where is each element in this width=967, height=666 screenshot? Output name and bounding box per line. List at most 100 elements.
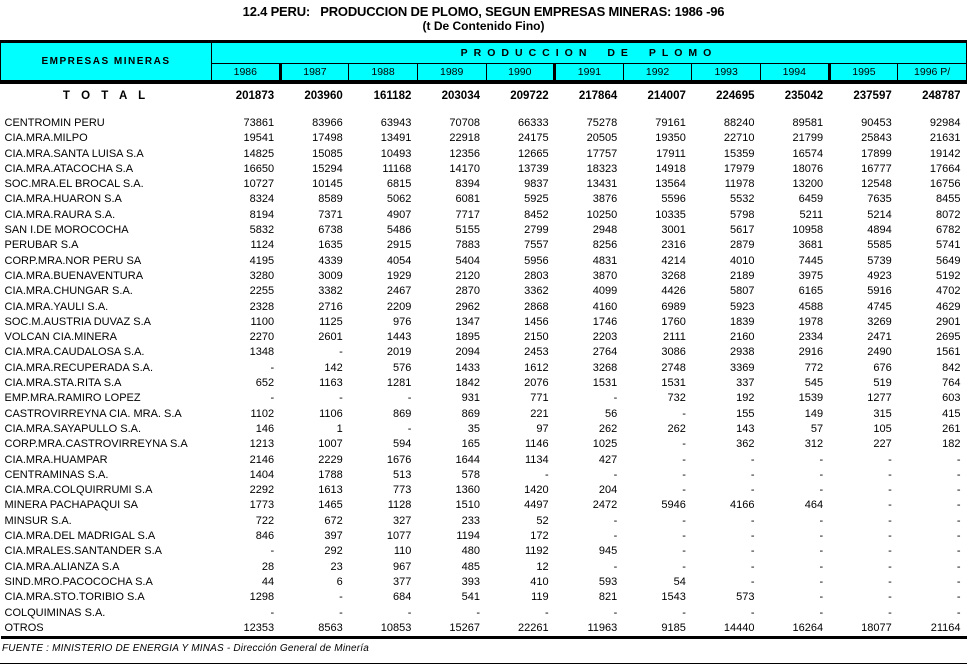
value-cell: 722 [255, 514, 275, 527]
value-cell: 337 [736, 377, 755, 390]
page-subtitle: (t De Contenido Fino) [422, 19, 545, 33]
value-cell: 35 [467, 422, 480, 435]
value-cell: 22261 [518, 621, 549, 634]
value-cell: 4339 [318, 254, 343, 267]
value-cell: 7635 [867, 193, 892, 206]
value-cell: 2962 [455, 300, 480, 313]
value-cell: 2916 [798, 346, 824, 359]
value-cell: 12356 [449, 147, 480, 160]
value-cell: 4054 [386, 254, 412, 267]
value-cell: 1788 [318, 468, 343, 481]
company-name: CIA.MRA.CAUDALOSA S.A. [4, 346, 145, 359]
value-cell: 17899 [861, 147, 892, 160]
value-cell: 73861 [243, 117, 275, 129]
company-name: CIA.MRA.CHUNGAR S.A. [4, 285, 133, 298]
year-header-1994: 1994 [760, 63, 830, 84]
column-header-empresas-mineras: EMPRESAS MINERAS [0, 41, 212, 84]
company-name: T O T A L [62, 90, 150, 102]
table-row: VOLCAN CIA.MINERA 2270 2601 1443 1895 2150 220… [1, 330, 967, 345]
value-cell: 16264 [792, 621, 824, 634]
value-cell: 5956 [524, 254, 549, 267]
value-cell: 16777 [861, 162, 892, 175]
value-cell: 261 [942, 422, 961, 435]
value-cell: 480 [461, 545, 480, 558]
value-cell: - [613, 392, 618, 405]
company-name: CIA.MRA.SAYAPULLO S.A. [4, 422, 142, 435]
value-cell: - [819, 468, 824, 481]
value-cell: - [750, 484, 755, 497]
value-cell: 2716 [318, 300, 343, 313]
value-cell: 2764 [592, 346, 618, 359]
value-cell: 2948 [592, 224, 618, 237]
company-name: EMP.MRA.RAMIRO LOPEZ [4, 392, 141, 405]
value-cell: 119 [531, 591, 549, 604]
company-name: COLQUIMINAS S.A. [4, 606, 106, 619]
value-cell: 79161 [655, 117, 686, 129]
value-cell: 8452 [524, 208, 549, 221]
value-cell: 1277 [867, 392, 892, 405]
value-cell: - [544, 606, 549, 619]
value-cell: 5532 [730, 193, 755, 206]
company-name: CASTROVIRREYNA CIA. MRA. S.A [4, 407, 182, 420]
table-row: CIA.MRA.CAUDALOSA S.A. 1348 - 2019 2094 2453 2… [1, 345, 967, 360]
value-cell: - [956, 530, 961, 543]
value-cell: - [956, 468, 961, 481]
value-cell: 89581 [792, 117, 824, 129]
value-cell: - [888, 453, 892, 466]
value-cell: 2146 [249, 453, 275, 466]
value-cell: 2255 [249, 285, 275, 298]
value-cell: 6782 [936, 224, 961, 237]
value-cell: 4831 [592, 254, 618, 267]
value-cell: 2328 [249, 300, 275, 313]
table-row: CENTRAMINAS S.A. 1404 1788 513 578 - - - - - - - [1, 468, 967, 483]
value-cell: 2150 [524, 331, 549, 344]
year-header-1995: 1995 [827, 63, 899, 84]
value-cell: - [407, 606, 412, 619]
value-cell: - [750, 514, 755, 527]
value-cell: 5214 [867, 208, 892, 221]
value-cell: 21799 [792, 132, 824, 145]
value-cell: - [407, 422, 412, 435]
value-cell: - [750, 545, 755, 558]
value-cell: - [613, 560, 618, 573]
group-header-row: EMPRESAS MINERAS PRODUCCION DE PLOMO [0, 41, 967, 84]
value-cell: 315 [873, 407, 892, 420]
year-header-1993: 1993 [691, 63, 761, 84]
value-cell: - [956, 545, 961, 558]
value-cell: 1 [336, 422, 343, 435]
value-cell: 5807 [730, 285, 755, 298]
value-cell: 4702 [936, 285, 961, 298]
value-cell: - [544, 468, 549, 481]
value-cell: 6081 [455, 193, 480, 206]
value-cell: 5916 [867, 285, 892, 298]
value-cell: 3681 [798, 239, 824, 252]
value-cell: 5155 [455, 224, 480, 237]
value-cell: 2471 [867, 331, 892, 344]
value-cell: 1539 [798, 392, 824, 405]
value-cell: 5486 [386, 224, 412, 237]
company-name: CIA.MRALES.SANTANDER S.A [4, 545, 163, 558]
value-cell: 4923 [867, 269, 892, 282]
value-cell: 3001 [661, 224, 686, 237]
value-cell: - [750, 453, 755, 466]
value-cell: 13491 [380, 132, 412, 145]
company-name: SOC.M.AUSTRIA DUVAZ S.A [4, 315, 152, 328]
table-row: CIA.MRA.STO.TORIBIO S.A 1298 - 684 541 119 821… [1, 590, 967, 605]
value-cell: 519 [873, 377, 892, 390]
value-cell: 17757 [586, 147, 618, 160]
source-note: FUENTE : MINISTERIO DE ENERGIA Y MINAS -… [2, 643, 370, 655]
value-cell: 2019 [386, 346, 412, 359]
value-cell: 110 [393, 545, 412, 558]
value-cell: 146 [255, 422, 275, 435]
value-cell: 10958 [792, 224, 824, 237]
table-row: EMP.MRA.RAMIRO LOPEZ - - - 931 771 - 732 192 1539… [1, 391, 967, 406]
value-cell: 1420 [524, 484, 549, 497]
value-cell: 2879 [730, 239, 755, 252]
value-cell: - [956, 514, 961, 527]
title-block: 12.4 PERU: PRODUCCION DE PLOMO, SEGUN EM… [0, 0, 967, 34]
value-cell: 214007 [647, 90, 686, 102]
value-cell: 976 [393, 315, 412, 328]
value-cell: 4195 [249, 254, 275, 267]
value-cell: 676 [873, 361, 892, 374]
value-cell: 56 [605, 407, 618, 420]
